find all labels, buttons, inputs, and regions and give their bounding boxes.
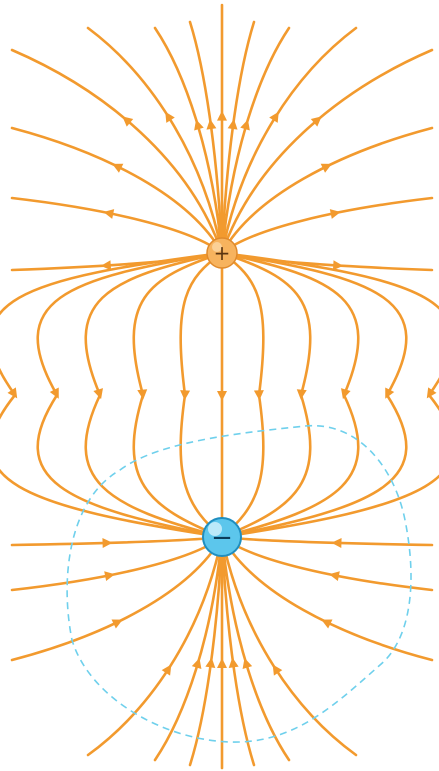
arrow-head-icon <box>217 658 227 669</box>
field-line-incoming <box>10 535 224 662</box>
arrow-head-icon <box>228 657 239 669</box>
field-line-outgoing <box>220 20 256 255</box>
arrow-head-icon <box>332 260 344 271</box>
arrow-head-icon <box>426 387 437 399</box>
field-line-outgoing <box>220 26 291 255</box>
arrow-head-icon <box>296 389 307 400</box>
field-lines <box>0 3 439 770</box>
field-line-incoming <box>220 535 434 662</box>
positive-charge-symbol: + <box>214 241 231 265</box>
arrow-head-icon <box>104 571 115 582</box>
arrow-head-icon <box>206 119 217 130</box>
arrow-head-icon <box>269 111 279 123</box>
arrow-head-icon <box>111 619 123 629</box>
field-line-outgoing <box>153 26 224 255</box>
arrow-head-icon <box>194 119 204 131</box>
negative-charge: − <box>202 517 242 557</box>
arrow-head-icon <box>341 388 351 400</box>
field-line-incoming <box>220 535 434 547</box>
arrow-head-icon <box>205 657 216 669</box>
field-line-outgoing <box>220 48 434 255</box>
arrow-head-icon <box>321 619 333 629</box>
field-line-connecting <box>84 251 224 539</box>
field-line-connecting <box>220 251 408 539</box>
arrow-head-icon <box>180 390 191 401</box>
field-line-incoming <box>153 535 224 762</box>
arrow-head-icon <box>385 387 395 399</box>
arrow-head-icon <box>217 391 227 401</box>
arrow-head-icon <box>272 664 283 676</box>
field-line-outgoing <box>10 48 224 255</box>
arrow-head-icon <box>227 119 238 130</box>
arrow-head-icon <box>102 537 113 548</box>
arrow-head-icon <box>112 163 124 173</box>
field-line-outgoing <box>220 196 434 255</box>
arrow-head-icon <box>49 387 59 399</box>
field-line-outgoing <box>220 126 434 255</box>
field-line-connecting <box>220 251 360 539</box>
negative-charge-symbol: − <box>211 523 233 553</box>
field-line-incoming <box>10 535 224 547</box>
field-line-outgoing <box>10 126 224 255</box>
arrow-head-icon <box>310 116 322 127</box>
field-line-incoming <box>220 535 291 762</box>
arrow-head-icon <box>329 571 340 582</box>
arrow-head-icon <box>217 110 227 121</box>
field-line-incoming <box>188 535 224 767</box>
arrow-head-icon <box>253 390 264 401</box>
field-line-outgoing <box>188 20 224 255</box>
arrow-head-icon <box>93 388 103 400</box>
field-line-connecting <box>36 251 224 539</box>
arrow-head-icon <box>103 209 115 219</box>
arrow-head-icon <box>240 119 250 131</box>
field-line-incoming <box>220 535 256 767</box>
positive-charge: + <box>206 237 238 269</box>
arrow-head-icon <box>100 260 112 271</box>
negative-charge-highlight <box>208 522 222 536</box>
arrow-head-icon <box>7 387 18 399</box>
arrow-head-icon <box>137 389 148 400</box>
arrow-head-icon <box>191 657 202 669</box>
arrow-head-icon <box>165 111 175 123</box>
field-line-outgoing <box>10 196 224 255</box>
positive-charge-highlight <box>212 242 222 252</box>
field-line-connecting <box>132 251 224 539</box>
arrow-head-icon <box>331 537 342 548</box>
gaussian-surface <box>66 424 412 743</box>
arrow-head-icon <box>320 163 332 173</box>
arrow-head-icon <box>329 209 341 219</box>
arrow-head-icon <box>161 664 172 676</box>
field-line-connecting <box>220 251 312 539</box>
arrow-head-icon <box>122 116 134 127</box>
arrow-head-icon <box>242 657 253 669</box>
